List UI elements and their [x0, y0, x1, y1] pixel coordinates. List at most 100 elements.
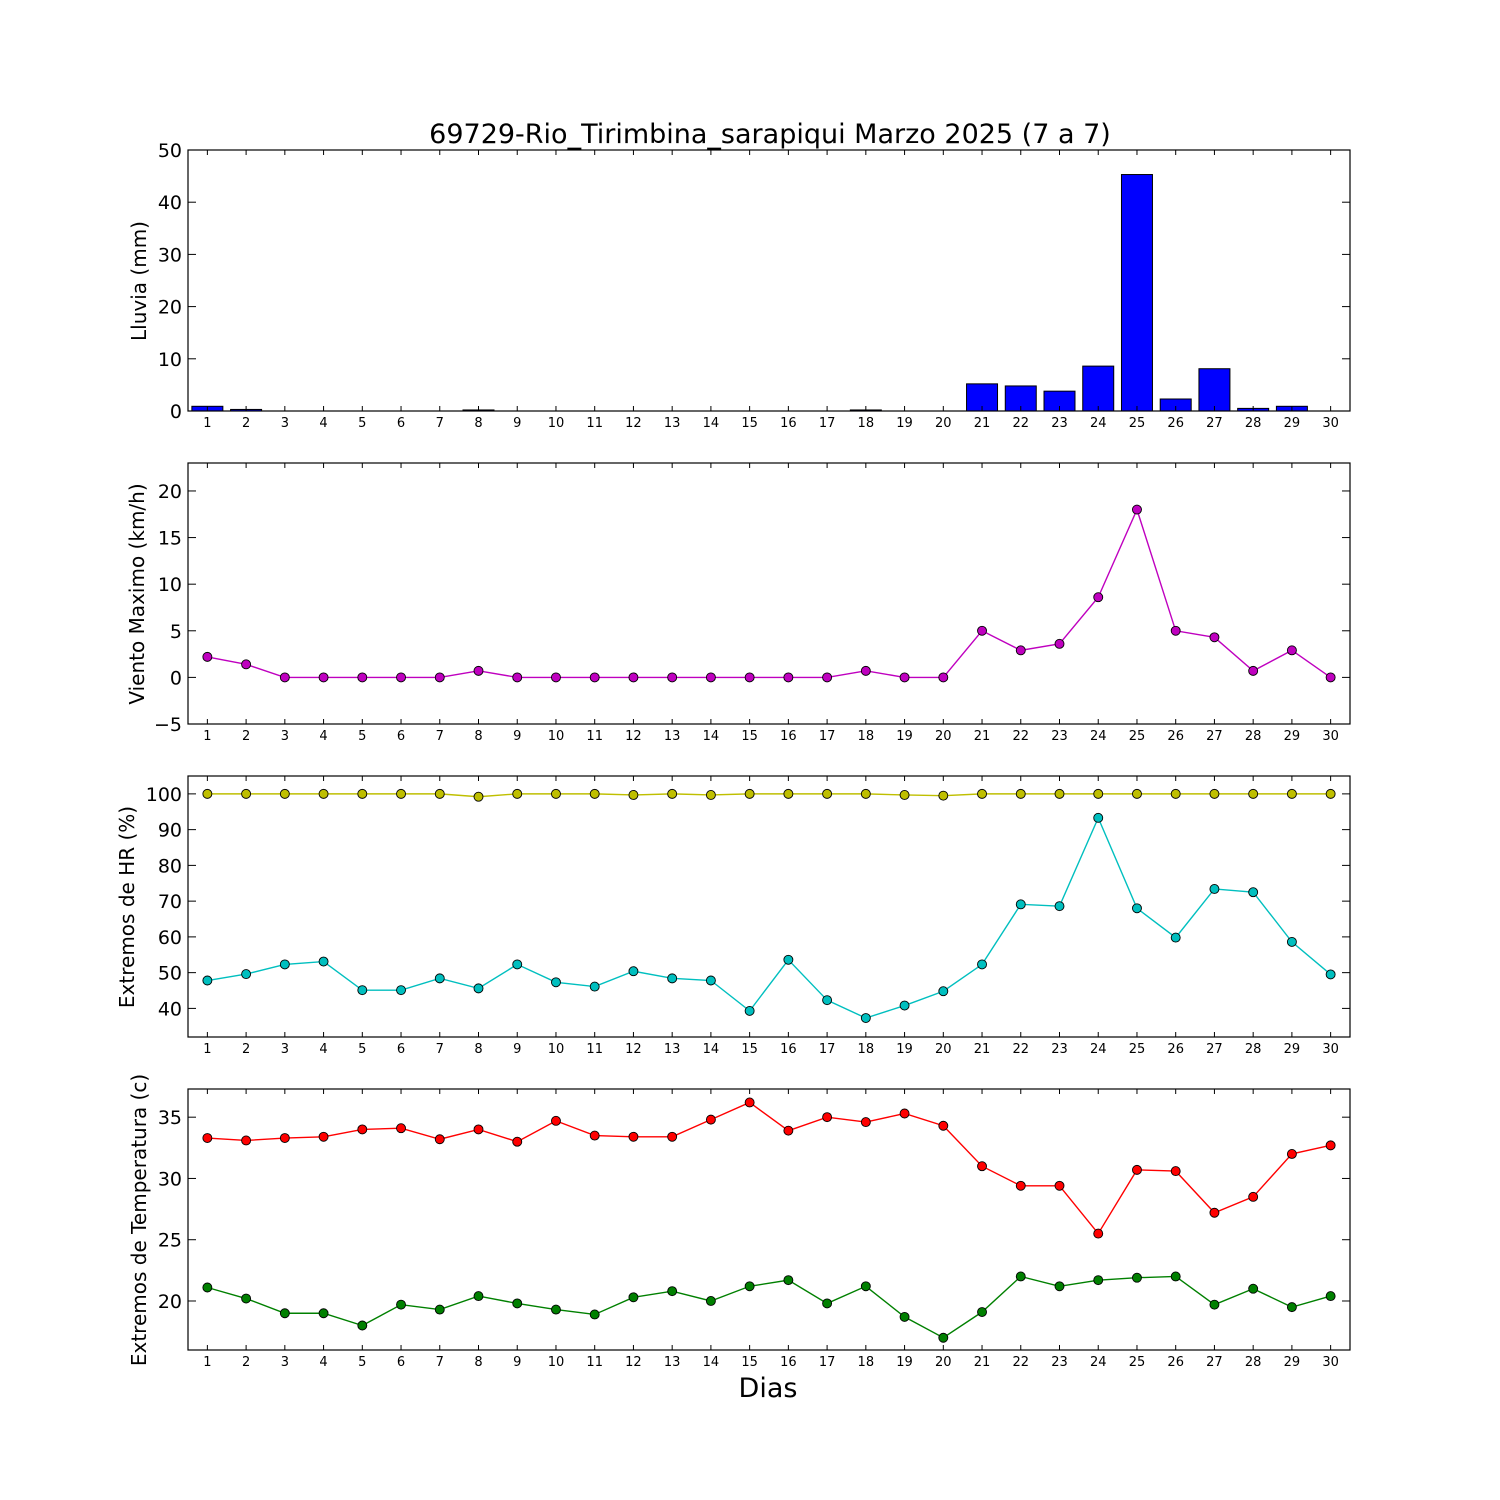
y-tick-label: 20 [158, 297, 182, 319]
temp-axes-frame [187, 1088, 1351, 1351]
wind-series-1-point [938, 672, 949, 683]
temp-series-1-point [705, 1114, 716, 1125]
temp-series-1-point [822, 1112, 833, 1123]
x-tick-label: 24 [1090, 1355, 1107, 1370]
wind-series-1-point [628, 672, 639, 683]
temp-series-2-point [589, 1309, 600, 1320]
hr-series-2-point [822, 995, 833, 1006]
x-tick-label: 6 [397, 1355, 405, 1370]
rain-ylabel: Lluvia (mm) [127, 221, 151, 341]
wind-ticks: 1 2 3 4 5 6 7 8 9 10 11 12 13 14 15 16 17 18 19 20 21 22 23 24 2… [154, 463, 1350, 744]
temp-series-2-point [1132, 1272, 1142, 1283]
y-tick-label: 50 [158, 963, 182, 985]
x-tick-label: 3 [281, 1355, 289, 1370]
wind-series-1-point [977, 625, 987, 636]
wind-series-1-point [551, 672, 561, 683]
x-tick-label: 10 [548, 1355, 565, 1370]
x-tick-label: 15 [741, 729, 758, 744]
x-tick-label: 8 [474, 1042, 482, 1057]
hr-plot-area [188, 776, 1350, 1037]
hr-series-2-point [241, 969, 252, 980]
x-tick-label: 14 [703, 1355, 720, 1370]
x-tick-label: 19 [896, 416, 913, 431]
hr-series-1-point [822, 788, 833, 799]
hr-series-1-point [202, 788, 213, 799]
wind-plot-area [188, 463, 1350, 724]
temp-series-2-point [705, 1296, 716, 1306]
hr-series-2-point [938, 986, 949, 997]
x-tick-label: 3 [281, 416, 289, 431]
x-tick-label: 12 [625, 1042, 642, 1057]
hr-series-1-point [860, 788, 871, 799]
wind-series-1-point [396, 672, 406, 683]
hr-series-1-point [473, 791, 484, 802]
x-tick-label: 13 [664, 729, 681, 744]
y-tick-label: 90 [158, 820, 182, 842]
x-tick-label: 10 [548, 1042, 565, 1057]
y-tick-label: 35 [158, 1107, 182, 1129]
temp-series-1-point [396, 1123, 406, 1134]
hr-series-2-line [207, 816, 1332, 1019]
temp-series-1-point [241, 1135, 252, 1146]
x-tick-label: 9 [513, 1355, 521, 1370]
hr-series-2-point [473, 983, 484, 994]
hr-series-2-point [396, 985, 406, 996]
x-tick-label: 20 [935, 416, 952, 431]
hr-series-1-point [396, 788, 406, 799]
x-tick-label: 28 [1245, 1355, 1262, 1370]
temp-series-1-point [1093, 1228, 1104, 1239]
y-tick-label: 25 [158, 1230, 182, 1252]
x-tick-label: 21 [974, 416, 991, 431]
temp-series-2-point [1015, 1271, 1026, 1282]
x-tick-label: 27 [1206, 1355, 1223, 1370]
wind-series-1-point [822, 672, 833, 683]
hr-series-1-point [551, 788, 561, 799]
x-tick-label: 19 [896, 1042, 913, 1057]
temp-series-1-point [977, 1161, 987, 1172]
temp-series-2-point [628, 1292, 639, 1303]
hr-series-2-point [202, 975, 213, 986]
hr-series-1-point [512, 788, 523, 799]
temp-series-2-point [1093, 1275, 1104, 1286]
temp-series-2-point [202, 1282, 213, 1293]
y-tick-label: 80 [158, 855, 182, 877]
temp-series-2-point [977, 1307, 987, 1317]
hr-series-2-point [1170, 932, 1181, 943]
temp-panel: 1 2 3 4 5 6 7 8 9 10 11 12 13 14 15 16 17 18 19 20 21 22 23 24 2… [127, 1074, 1351, 1370]
x-tick-label: 22 [1012, 1355, 1029, 1370]
temp-series [202, 1097, 1336, 1343]
temp-series-2-point [241, 1293, 252, 1304]
temp-series-1-point [551, 1115, 561, 1126]
temp-ticks: 1 2 3 4 5 6 7 8 9 10 11 12 13 14 15 16 17 18 19 20 21 22 23 24 2… [158, 1089, 1350, 1370]
hr-series-2-point [744, 1005, 755, 1016]
x-tick-label: 20 [935, 1355, 952, 1370]
hr-series-1-point [667, 788, 678, 799]
x-tick-label: 17 [819, 1355, 836, 1370]
hr-series-2-point [551, 977, 561, 988]
x-tick-label: 7 [436, 1042, 444, 1057]
x-tick-label: 7 [436, 729, 444, 744]
temp-series-1-point [512, 1136, 523, 1147]
x-tick-label: 4 [319, 1042, 327, 1057]
hr-series-2-point [279, 959, 290, 970]
wind-series-1-point [1170, 625, 1181, 636]
rain-ticks: 1 2 3 4 5 6 7 8 9 10 11 12 13 14 15 16 17 18 19 20 21 22 23 24 2… [158, 140, 1350, 431]
wind-series-1-point [1093, 592, 1104, 603]
x-tick-label: 29 [1284, 1355, 1301, 1370]
temp-series-1-point [589, 1130, 600, 1141]
x-tick-label: 22 [1012, 729, 1029, 744]
wind-series-1-point [899, 672, 910, 683]
y-tick-label: 40 [158, 998, 182, 1020]
temp-series-1-point [1248, 1191, 1259, 1202]
x-tick-label: 12 [625, 1355, 642, 1370]
x-tick-label: 27 [1206, 729, 1223, 744]
hr-series-2-point [1325, 969, 1336, 980]
x-tick-label: 22 [1012, 1042, 1029, 1057]
wind-series-1-point [1325, 672, 1336, 683]
temp-series-2-line [207, 1275, 1331, 1339]
x-tick-label: 28 [1245, 729, 1262, 744]
x-tick-label: 3 [281, 729, 289, 744]
x-tick-label: 11 [586, 1042, 603, 1057]
hr-series-1-point [1054, 788, 1065, 799]
